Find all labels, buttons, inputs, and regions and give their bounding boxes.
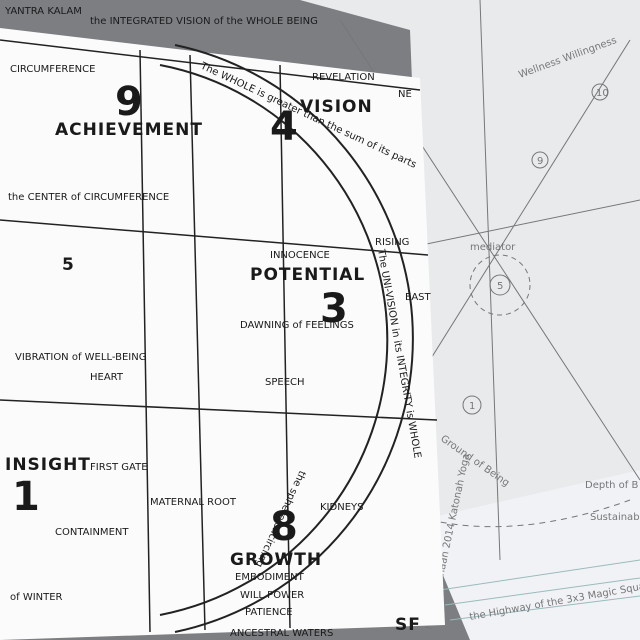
ruled-lines (439, 559, 640, 621)
label: of WINTER (10, 592, 63, 603)
label: Depth of B (585, 480, 638, 491)
number: 5 (62, 255, 75, 275)
label: 10 (596, 88, 609, 99)
label: ACHIEVEMENT (55, 120, 203, 140)
number: 8 (270, 504, 298, 550)
label: 5 (497, 281, 503, 292)
grid (0, 39, 438, 633)
label: CONTAINMENT (55, 527, 129, 538)
label: EAST (405, 292, 432, 303)
label: 1 (469, 401, 475, 412)
label: 9 (537, 156, 543, 167)
label: VIBRATION of WELL-BEING (15, 352, 146, 363)
label: NE (398, 89, 412, 100)
label: MATERNAL ROOT (150, 497, 237, 508)
number: 1 (12, 474, 40, 520)
label: mediator (470, 242, 516, 253)
number: 3 (320, 286, 348, 332)
label: ANCESTRAL WATERS (230, 628, 333, 639)
label: SPEECH (265, 377, 305, 388)
label: KIDNEYS (320, 502, 363, 513)
number: 4 (270, 104, 298, 150)
label: SF (395, 615, 421, 635)
label: YANTRA KALAM (4, 6, 82, 17)
label: WILL POWER (240, 590, 304, 601)
lined-paper (420, 470, 640, 640)
label: FIRST GATE (90, 462, 148, 473)
left-sheet (0, 28, 445, 640)
label: the INTEGRATED VISION of the WHOLE BEING (90, 16, 318, 27)
label: PATIENCE (245, 607, 293, 618)
label: VISION (300, 97, 373, 117)
label: the CENTER of CIRCUMFERENCE (8, 192, 169, 203)
label: INSIGHT (5, 455, 91, 475)
label: RISING (375, 237, 409, 248)
label: EMBODIMENT (235, 572, 305, 583)
label: CIRCUMFERENCE (10, 64, 95, 75)
number: 9 (115, 79, 143, 125)
label: DAWNING of FEELINGS (240, 320, 354, 331)
label: Sustainab (590, 512, 640, 523)
label: REVELATION (312, 72, 375, 83)
label: POTENTIAL (250, 265, 365, 285)
label: INNOCENCE (270, 250, 330, 261)
label: HEART (90, 372, 124, 383)
label: GROWTH (230, 550, 322, 570)
